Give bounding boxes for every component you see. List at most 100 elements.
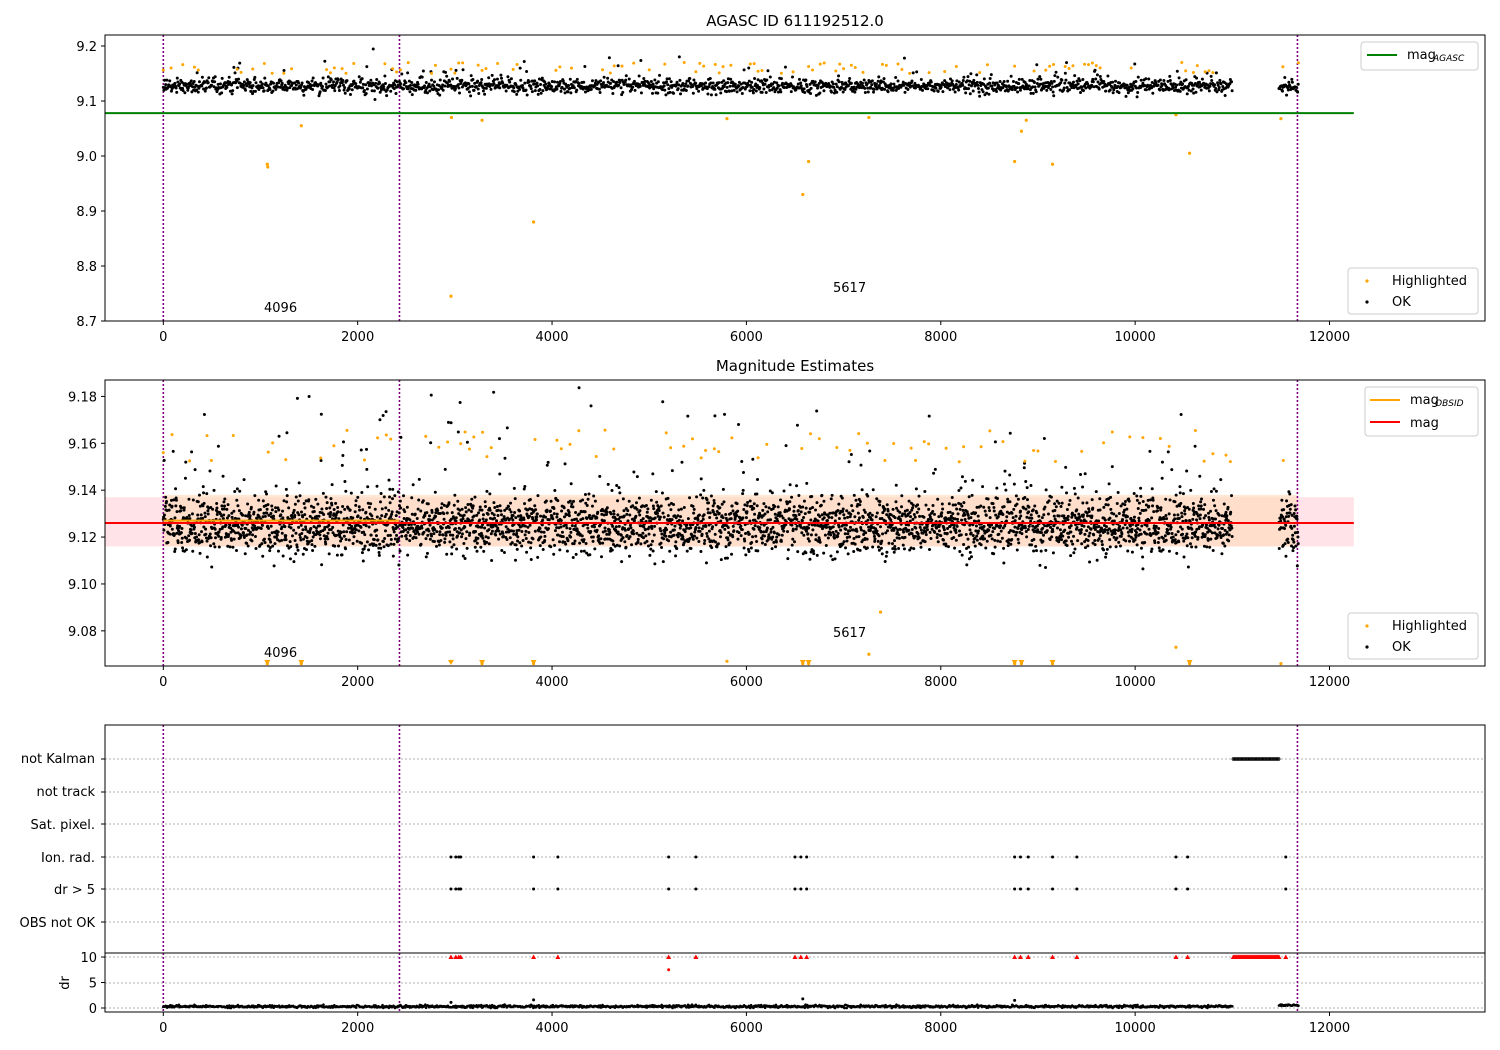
data-point-ok [187,497,191,501]
data-point-ok [257,515,261,519]
data-point-ok [646,81,650,85]
data-point-ok [502,515,506,519]
data-point-ok [484,535,488,539]
data-point-ok [451,537,455,541]
data-point-ok [687,79,691,83]
data-point-ok [472,88,476,92]
data-point-ok [873,539,877,543]
data-point-ok [1022,466,1026,470]
data-point-ok [853,90,857,94]
data-point-ok [762,87,766,91]
data-point-ok [909,546,913,550]
data-point-ok [763,542,767,546]
data-point-ok [886,529,890,533]
legend-label-ok: OK [1392,295,1411,310]
data-point-ok [704,81,708,85]
data-point-ok [958,507,962,511]
data-point-ok [534,508,538,512]
data-point-ok [314,526,318,530]
data-point-ok [702,488,706,492]
data-point-ok [750,85,754,89]
data-point-ok [414,536,418,540]
data-point-ok [1022,506,1026,510]
data-point-ok [822,499,826,503]
data-point-ok [465,530,469,534]
data-point-ok [1053,74,1057,78]
data-point-ok [310,543,314,547]
data-point-ok [201,516,205,520]
data-point-ok [726,526,730,530]
data-point-ok [521,86,525,90]
data-point-ok [906,88,910,92]
data-point-ok [328,506,332,510]
data-point-ok [541,518,545,522]
data-point-ok [341,440,345,444]
data-point-ok [666,496,670,500]
data-point-ok [717,511,721,515]
data-point-ok [1108,88,1112,92]
data-point-ok [394,92,398,96]
data-point-ok [917,494,921,498]
data-point-ok [383,529,387,533]
data-point-ok [311,549,315,553]
data-point-ok [474,538,478,542]
data-point-ok [636,537,640,541]
data-point-ok [1156,83,1160,87]
data-point-ok [934,86,938,90]
data-point-ok [794,527,798,531]
data-point-ok [704,524,708,528]
data-point-ok [782,85,786,89]
data-point-ok [585,504,589,508]
data-point-ok [620,93,624,97]
data-point-ok [1011,80,1015,84]
data-point-ok [374,543,378,547]
data-point-ok [357,529,361,533]
data-point-ok [841,509,845,513]
data-point-ok [668,90,672,94]
data-point-ok [208,469,212,473]
data-point-ok [553,80,557,84]
data-point-ok [619,533,623,537]
data-point-ok [741,492,745,496]
data-point-ok [605,510,609,514]
data-point-ok [531,537,535,541]
data-point-ok [803,91,807,95]
data-point-ok [704,561,708,565]
data-point-ok [298,494,302,498]
data-point-ok [397,511,401,515]
data-point-ok [774,545,778,549]
data-point-ok [883,507,887,511]
data-point-highlighted [694,70,698,74]
data-point-ok [638,509,642,513]
data-point-ok [331,525,335,529]
data-point-ok [346,526,350,530]
data-point-ok [302,537,306,541]
data-point-highlighted [1050,162,1055,166]
data-point-ok [421,69,425,73]
data-point-ok [681,519,685,523]
data-point-ok [333,89,337,93]
data-point-ok [344,537,348,541]
data-point-ok [372,89,376,93]
data-point-ok [302,93,306,97]
data-point-ok [553,543,557,547]
data-point-highlighted [1203,70,1207,74]
data-point-ok [966,513,970,517]
data-point-ok [807,539,811,543]
x-tick-label: 8000 [924,330,957,345]
data-point-ok [737,531,741,535]
data-point-ok [335,553,339,557]
data-point-ok [1009,542,1013,546]
data-point-ok [551,538,555,542]
data-point-ok [219,535,223,539]
data-point-ok [873,537,877,541]
data-point-ok [238,81,242,85]
data-point-ok [901,80,905,84]
data-point-ok [767,506,771,510]
data-point-ok [895,506,899,510]
data-point-ok [615,80,619,84]
data-point-ok [498,86,502,90]
data-point-ok [609,81,613,85]
data-point-ok [800,531,804,535]
